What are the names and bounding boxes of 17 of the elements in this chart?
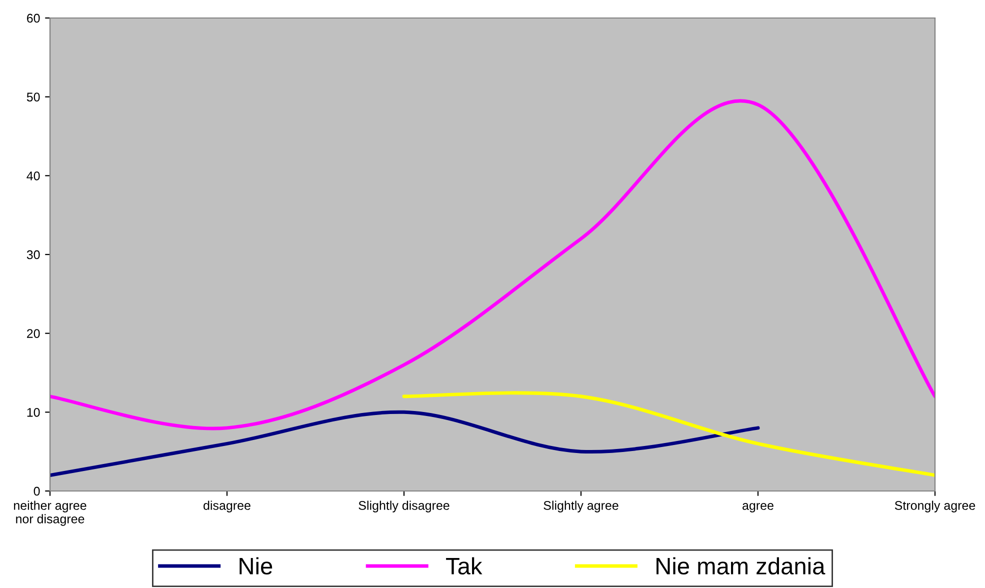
y-tick-label: 40 [26,171,40,180]
y-tick-label: 50 [26,92,40,102]
legend-label: Nie [240,557,272,575]
x-tick-label: disagree [204,500,250,512]
x-tick-label: Slightly disagree [358,500,450,512]
y-tick-label: 30 [26,250,40,260]
x-tick-label: agree [742,503,774,512]
x-tick-label: Slightly agree [544,500,618,512]
legend-label: Tak [446,557,482,575]
y-tick-label: 0 [34,486,40,496]
legend-label: Nie mam zdania [656,557,826,575]
x-tick-label: neither agree nor disagree [14,500,86,526]
x-tick-label: Strongly agree [894,500,976,512]
y-tick-label: 20 [27,329,40,338]
y-tick-label: 10 [27,408,40,417]
line-series [50,410,760,477]
y-tick-label: 60 [27,14,40,23]
